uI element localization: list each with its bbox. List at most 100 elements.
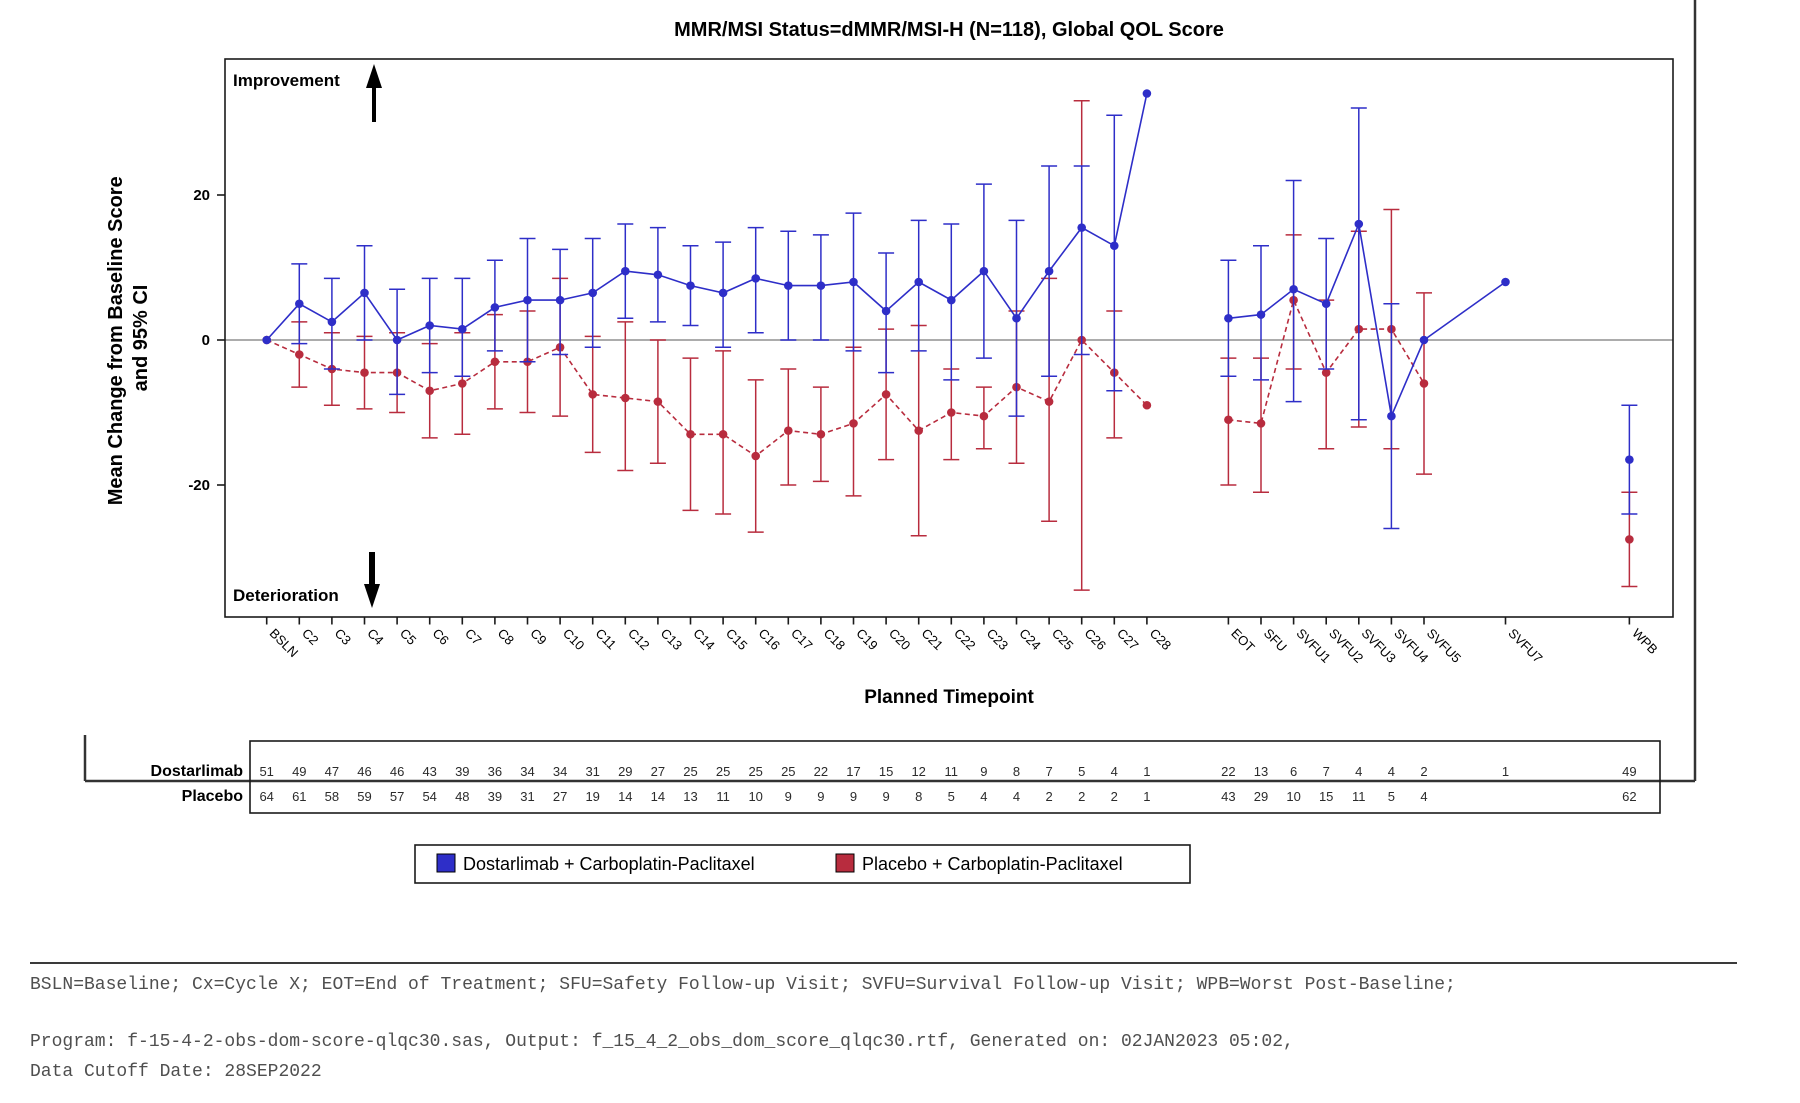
x-tick-label: C28 — [1147, 626, 1174, 653]
data-point — [1625, 535, 1634, 544]
at-risk-count: 15 — [879, 764, 893, 779]
data-point — [588, 390, 597, 399]
series-line — [266, 93, 1148, 342]
x-tick-label: C16 — [756, 626, 783, 653]
at-risk-count: 5 — [1388, 789, 1395, 804]
data-point — [1142, 89, 1152, 98]
data-point — [1044, 397, 1054, 406]
at-risk-count: 4 — [1388, 764, 1395, 779]
at-risk-count: 31 — [585, 764, 599, 779]
x-tick-label: C9 — [527, 626, 549, 648]
at-risk-count: 25 — [716, 764, 730, 779]
at-risk-count: 5 — [948, 789, 955, 804]
at-risk-count: 59 — [357, 789, 371, 804]
y-axis-ticks: 20 0 -20 — [188, 187, 225, 494]
data-point — [718, 288, 728, 298]
at-risk-count: 1 — [1502, 764, 1509, 779]
data-point — [490, 303, 500, 312]
x-tick-label: C8 — [495, 626, 517, 648]
footnote-data-cutoff: Data Cutoff Date: 28SEP2022 — [30, 1062, 322, 1082]
at-risk-counts: 51 49 47 46 46 43 39 36 34 34 31 29 27 25 25 25 25 22 17 15… — [259, 764, 1636, 804]
data-point — [1419, 379, 1429, 388]
legend: Dostarlimab + Carboplatin-Paclitaxel Pla… — [414, 844, 1191, 884]
x-tick-label: C11 — [593, 626, 620, 653]
x-tick-label: SVFU7 — [1505, 626, 1545, 666]
x-tick-label: SVFU1 — [1293, 626, 1333, 666]
data-point — [458, 379, 467, 388]
at-risk-count: 8 — [915, 789, 922, 804]
at-risk-count: 13 — [683, 789, 697, 804]
at-risk-count: 13 — [1254, 764, 1268, 779]
y-tick-label-20: 20 — [193, 187, 210, 204]
at-risk-count: 46 — [357, 764, 371, 779]
y-tick-label-neg20: -20 — [188, 477, 210, 494]
data-point — [490, 357, 500, 367]
at-risk-count: 46 — [390, 764, 404, 779]
data-point — [784, 426, 793, 435]
at-risk-count: 39 — [455, 764, 469, 779]
at-risk-row-label-dostarlimab: Dostarlimab — [151, 763, 244, 780]
data-point — [1419, 335, 1429, 345]
x-tick-label: C27 — [1114, 626, 1141, 653]
at-risk-count: 25 — [781, 764, 795, 779]
at-risk-count: 2 — [1078, 789, 1085, 804]
at-risk-count: 11 — [945, 764, 959, 779]
at-risk-count: 49 — [1622, 764, 1636, 779]
data-point — [360, 368, 369, 377]
footnote-abbreviations: BSLN=Baseline; Cx=Cycle X; EOT=End of Tr… — [30, 975, 1456, 995]
at-risk-count: 9 — [882, 789, 889, 804]
y-tick-label-0: 0 — [202, 332, 210, 349]
x-tick-label: WPB — [1629, 626, 1661, 658]
data-point — [686, 281, 695, 290]
data-point — [1289, 284, 1298, 294]
at-risk-count: 61 — [292, 789, 306, 804]
data-point — [914, 277, 923, 287]
at-risk-count: 29 — [1254, 789, 1268, 804]
x-tick-label: C7 — [462, 626, 484, 648]
at-risk-count: 64 — [259, 789, 273, 804]
x-tick-label: C22 — [951, 626, 978, 653]
data-point — [555, 295, 565, 305]
data-point — [621, 266, 630, 276]
at-risk-count: 8 — [1013, 764, 1020, 779]
at-risk-count: 36 — [488, 764, 502, 779]
at-risk-count: 43 — [1221, 789, 1235, 804]
data-point — [1321, 299, 1331, 309]
at-risk-count: 10 — [748, 789, 762, 804]
at-risk-count: 43 — [422, 764, 436, 779]
legend-swatch-dostarlimab — [436, 853, 456, 873]
data-point — [1110, 241, 1119, 251]
data-point — [751, 451, 760, 461]
x-tick-label: C26 — [1082, 626, 1109, 653]
x-tick-label: C24 — [1016, 626, 1043, 653]
data-point — [295, 299, 304, 309]
x-tick-label: C18 — [821, 626, 848, 653]
data-point — [979, 411, 989, 421]
data-point — [360, 288, 369, 298]
at-risk-count: 2 — [1420, 764, 1427, 779]
at-risk-count: 4 — [1420, 789, 1427, 804]
data-point — [392, 335, 402, 345]
x-tick-label: SFU — [1261, 626, 1290, 655]
at-risk-count: 9 — [785, 789, 792, 804]
x-tick-label: EOT — [1228, 626, 1258, 656]
x-tick-label: C15 — [723, 626, 750, 653]
x-tick-label: C13 — [658, 626, 685, 653]
x-tick-label: C3 — [332, 626, 354, 648]
data-point — [1012, 313, 1021, 323]
series-placebo — [262, 100, 1638, 591]
data-point — [1387, 411, 1396, 421]
data-point — [653, 397, 663, 406]
at-risk-count: 12 — [911, 764, 925, 779]
data-point — [1354, 219, 1364, 229]
data-point — [1044, 266, 1054, 276]
data-point — [1256, 419, 1266, 428]
footnote-program: Program: f-15-4-2-obs-dom-score-qlqc30.s… — [30, 1032, 1294, 1052]
at-risk-count: 27 — [651, 764, 665, 779]
x-tick-label: C12 — [625, 626, 652, 653]
data-point — [816, 429, 826, 439]
at-risk-count: 4 — [1355, 764, 1362, 779]
at-risk-count: 9 — [980, 764, 987, 779]
